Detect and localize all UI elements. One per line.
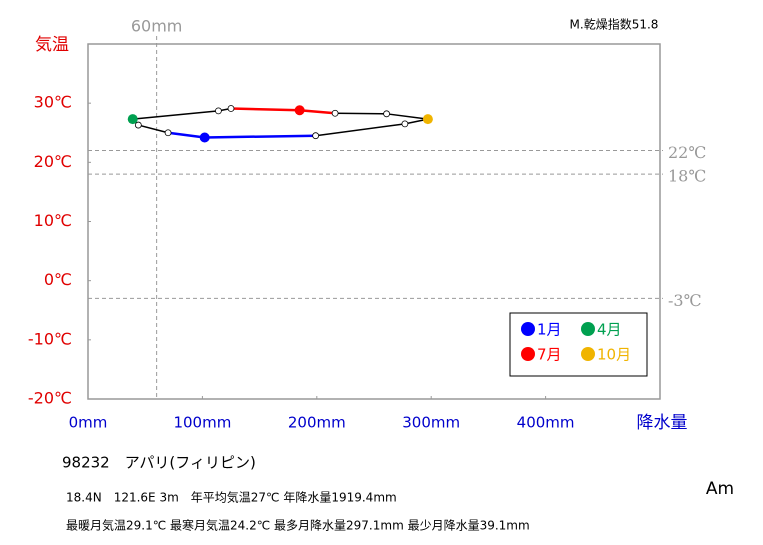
y-tick-label: -20℃ (28, 389, 72, 408)
reference-label: 22℃ (668, 143, 706, 162)
month-point (401, 120, 409, 128)
month-point (383, 110, 390, 118)
month-point (331, 109, 339, 117)
reference-label: -3℃ (668, 291, 701, 310)
y-tick-label: 20℃ (34, 152, 72, 171)
loop-segment (204, 134, 316, 139)
x-tick-label: 400mm (517, 414, 575, 432)
month-point (199, 132, 210, 143)
reference-label: 60mm (131, 17, 183, 36)
reference-label: 18℃ (668, 167, 706, 186)
y-tick-label: 30℃ (34, 93, 72, 112)
month-point (164, 129, 172, 137)
month-point (127, 114, 138, 125)
x-tick-label: 200mm (288, 414, 346, 432)
loop-segment (230, 107, 300, 112)
x-tick-label: 100mm (173, 414, 231, 432)
loop-segment (299, 109, 336, 115)
climate-class: Am (706, 479, 734, 499)
index-label: M.乾燥指数51.8 (570, 17, 659, 32)
loop-segment (315, 123, 405, 137)
loop-segment (132, 110, 219, 120)
info-line: 最暖月気温29.1℃ 最寒月気温24.2℃ 最多月降水量297.1mm 最少月降… (66, 518, 530, 533)
month-point (134, 121, 142, 129)
legend-marker (581, 347, 595, 361)
legend-marker (581, 322, 595, 336)
info-line: 18.4N 121.6E 3m 年平均気温27℃ 年降水量1919.4mm (66, 490, 397, 505)
month-point (422, 114, 433, 125)
month-point (312, 132, 320, 140)
loop-segment (167, 131, 205, 139)
y-tick-label: 0℃ (44, 270, 72, 289)
loop-segment (386, 113, 428, 120)
y-tick-label: 10℃ (34, 211, 72, 230)
legend-label: 7月 (537, 346, 562, 364)
loop-segment (138, 124, 169, 134)
y-tick-label: -10℃ (28, 329, 72, 348)
loop-segment (335, 112, 387, 115)
legend-marker (521, 347, 535, 361)
month-point (215, 107, 222, 115)
legend-box (509, 312, 648, 377)
x-tick-label: 300mm (402, 414, 460, 432)
legend-label: 10月 (597, 346, 631, 364)
legend-label: 1月 (537, 321, 562, 339)
y-axis-label: 気温 (35, 35, 69, 55)
legend-label: 4月 (597, 321, 622, 339)
x-axis-label: 降水量 (637, 413, 688, 433)
month-point (294, 105, 305, 116)
station: 98232 アパリ(フィリピン) (62, 454, 256, 472)
legend-marker (521, 322, 535, 336)
month-point (227, 105, 235, 112)
x-tick-label: 0mm (69, 414, 108, 432)
